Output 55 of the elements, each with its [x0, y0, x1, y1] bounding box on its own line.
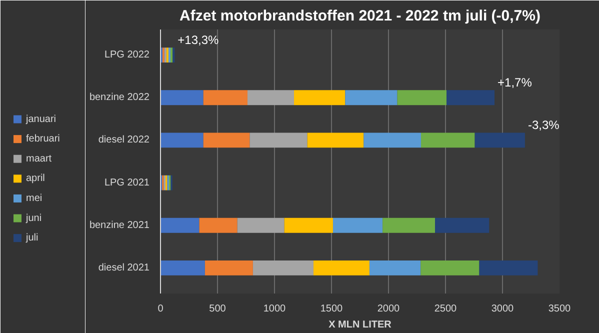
- bar: [307, 132, 364, 148]
- bar: [199, 218, 238, 233]
- bar: [364, 132, 421, 148]
- bar: [345, 90, 398, 106]
- annotation: +13,3%: [178, 33, 219, 48]
- bar: [369, 260, 421, 276]
- annotation: -3,3%: [528, 118, 560, 132]
- bar: [160, 132, 204, 148]
- x-tick-label: 500: [209, 304, 226, 314]
- bar: [204, 260, 253, 276]
- bar: [160, 260, 205, 276]
- bar: [435, 218, 490, 233]
- x-axis-title: X MLN LITER: [328, 320, 392, 330]
- bar: [250, 132, 308, 148]
- legend-label: juli: [25, 232, 38, 244]
- x-tick-label: 1000: [263, 304, 286, 314]
- annotation: +1,7%: [498, 76, 532, 90]
- bar: [446, 90, 495, 106]
- bar: [160, 90, 204, 106]
- bar: [203, 132, 250, 148]
- y-tick-label: benzine 2022: [89, 92, 150, 104]
- x-tick-label: 2500: [434, 304, 458, 314]
- bar: [332, 218, 383, 233]
- bar: [247, 90, 294, 106]
- bar: [420, 260, 480, 276]
- bar: [284, 218, 333, 233]
- bar: [203, 90, 248, 106]
- legend-label: april: [26, 173, 45, 184]
- x-tick-label: 3000: [491, 304, 514, 314]
- legend-label: maart: [26, 153, 52, 164]
- legend-label: februari: [26, 134, 60, 145]
- y-tick-label: LPG 2022: [104, 50, 150, 61]
- y-tick-label: diesel 2021: [98, 262, 150, 274]
- x-tick-label: 2000: [377, 304, 400, 314]
- bar: [168, 48, 171, 62]
- y-tick-label: LPG 2021: [104, 177, 150, 188]
- bar: [252, 260, 314, 276]
- bar: [420, 132, 475, 148]
- legend-label: juni: [25, 212, 42, 224]
- x-tick-label: 3500: [548, 304, 572, 314]
- x-tick-label: 0: [158, 304, 164, 314]
- bar: [479, 260, 538, 276]
- bar: [382, 218, 436, 233]
- x-tick-label: 1500: [320, 304, 344, 314]
- chart-title: Afzet motorbrandstoffen 2021 - 2022 tm juli (-0,7%): [180, 8, 540, 24]
- bar: [160, 218, 200, 233]
- bar: [397, 90, 447, 106]
- bar: [313, 260, 370, 276]
- legend-label: mei: [26, 192, 42, 204]
- bar: [474, 132, 525, 148]
- legend-label: januari: [25, 114, 56, 125]
- y-tick-label: diesel 2022: [98, 134, 150, 146]
- bar: [237, 218, 284, 233]
- y-tick-label: benzine 2021: [89, 220, 150, 231]
- bar: [294, 90, 346, 106]
